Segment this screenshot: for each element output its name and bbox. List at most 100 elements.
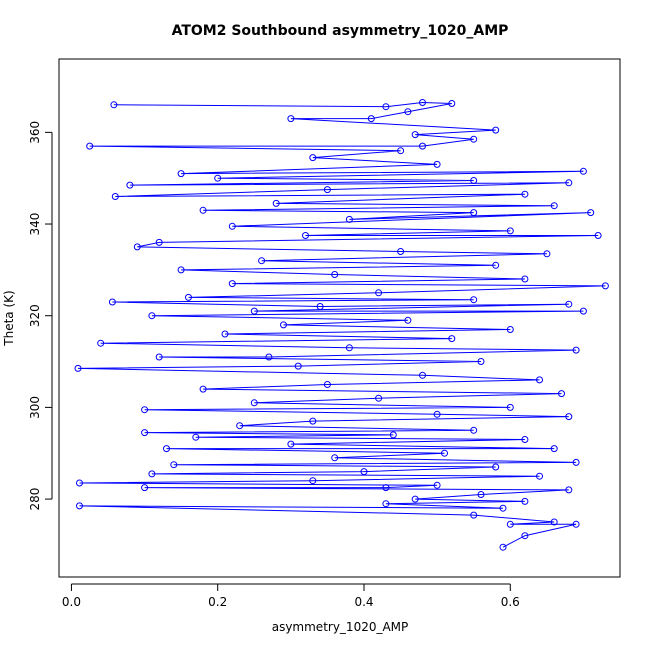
x-axis: 0.0 0.2 0.4 0.6 (62, 583, 520, 609)
data-point (594, 232, 602, 239)
data-point (141, 484, 149, 492)
data-point (521, 436, 529, 443)
data-point (228, 280, 236, 288)
data-point (133, 243, 141, 251)
data-point (433, 410, 441, 418)
data-point (155, 353, 163, 361)
data-point (221, 330, 229, 338)
x-axis-label: asymmetry_1020_AMP (272, 620, 409, 634)
data-point (331, 454, 339, 462)
data-point (294, 362, 302, 370)
data-point (506, 520, 514, 528)
data-point (397, 248, 405, 255)
data-point (397, 147, 405, 155)
data-point (108, 298, 116, 306)
data-point (250, 307, 258, 315)
data-point (536, 472, 543, 480)
data-point (309, 154, 317, 162)
data-point (316, 303, 324, 310)
data-point (521, 190, 529, 198)
data-point (506, 227, 514, 235)
data-point (572, 520, 580, 528)
data-point (565, 486, 573, 494)
data-point (492, 463, 500, 471)
data-point (126, 181, 134, 189)
data-point (86, 142, 94, 150)
data-point (572, 346, 580, 354)
data-point (470, 511, 478, 519)
data-point (470, 426, 478, 434)
data-point (411, 131, 419, 139)
data-point (185, 293, 192, 301)
data-point (579, 167, 587, 175)
data-point (155, 238, 163, 246)
data-point (360, 468, 368, 476)
data-point (177, 170, 185, 178)
data-point (558, 390, 565, 398)
data-point (550, 445, 558, 453)
data-point (470, 209, 478, 217)
data-point (470, 296, 478, 304)
data-point (199, 385, 207, 393)
data-point (141, 406, 149, 414)
y-axis: 280 300 320 340 360 (28, 121, 53, 511)
data-point (433, 481, 441, 489)
data-point (302, 232, 309, 239)
data-point (601, 282, 609, 290)
data-point (375, 289, 383, 297)
data-point (323, 186, 331, 194)
data-point (572, 458, 580, 466)
x-tick-label: 0.2 (208, 595, 227, 609)
data-point (76, 502, 83, 510)
data-point (382, 103, 390, 111)
data-point (448, 335, 456, 343)
y-axis-label: Theta (K) (2, 290, 16, 346)
data-point (419, 371, 426, 379)
data-point (492, 261, 500, 269)
data-point (550, 202, 558, 210)
data-point (506, 326, 514, 333)
data-point (477, 491, 485, 498)
data-point (565, 300, 573, 308)
data-point (587, 209, 595, 217)
data-point (499, 504, 507, 512)
data-point (170, 461, 178, 469)
y-tick-label: 360 (28, 121, 42, 144)
data-point (521, 275, 529, 283)
data-point (521, 532, 529, 540)
x-tick-label: 0.4 (354, 595, 373, 609)
data-point (111, 193, 119, 200)
data-point (287, 115, 295, 123)
data-point (579, 307, 587, 315)
x-tick-label: 0.0 (62, 595, 81, 609)
data-point (470, 135, 478, 143)
data-point (375, 394, 383, 402)
data-point (521, 497, 529, 505)
data-point (309, 477, 317, 485)
data-point (323, 381, 331, 388)
series-line (77, 101, 606, 548)
data-point (214, 174, 222, 182)
data-point (74, 364, 82, 372)
data-point (543, 250, 551, 258)
data-point (470, 177, 478, 184)
data-point (345, 215, 353, 223)
data-point (550, 518, 558, 526)
y-tick-label: 280 (28, 488, 42, 511)
data-point (411, 495, 419, 503)
data-point (448, 100, 456, 107)
data-point (367, 115, 375, 123)
plot-frame (58, 58, 621, 578)
data-point (441, 449, 448, 457)
data-point (404, 108, 412, 116)
data-point (265, 353, 273, 361)
data-point (177, 266, 185, 274)
data-point (280, 321, 287, 329)
data-point (199, 206, 207, 214)
data-point (258, 257, 266, 265)
data-point (389, 431, 397, 439)
data-point (236, 422, 244, 430)
data-point (76, 479, 83, 487)
data-point (228, 222, 236, 230)
